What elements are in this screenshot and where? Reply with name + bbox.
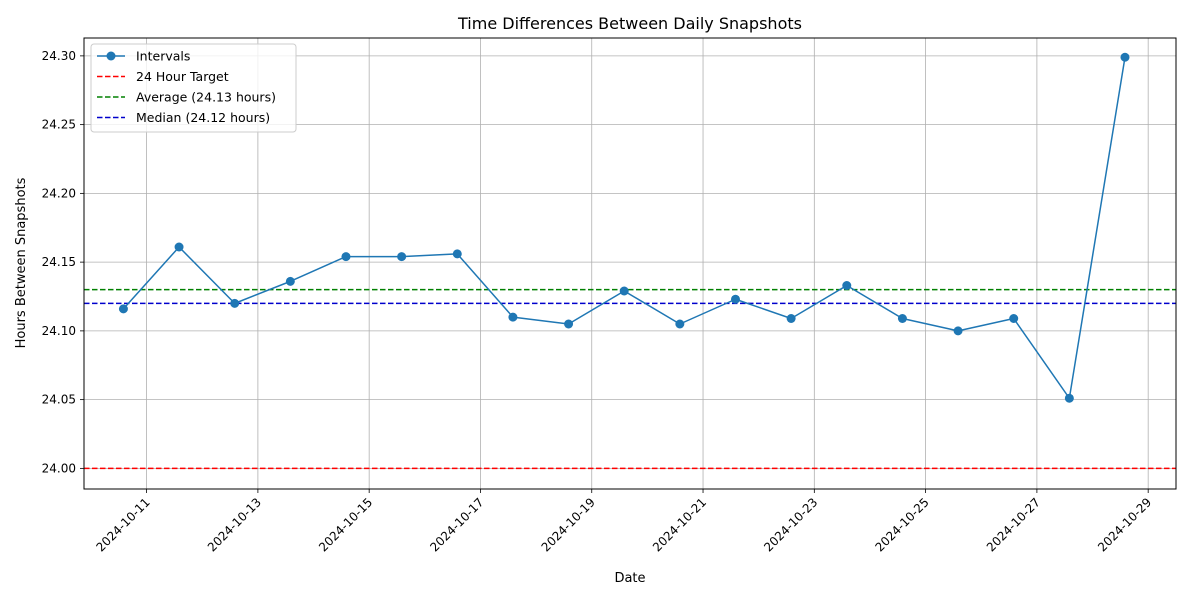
data-point xyxy=(675,319,685,329)
data-point xyxy=(1120,52,1130,62)
legend-average-label: Average (24.13 hours) xyxy=(136,90,276,105)
data-point xyxy=(564,319,574,329)
data-point xyxy=(452,249,462,259)
legend-frame xyxy=(90,43,297,133)
chart-title: Time Differences Between Daily Snapshots xyxy=(457,14,802,33)
data-point xyxy=(285,276,295,286)
y-tick-label: 24.25 xyxy=(42,118,76,132)
y-tick-label: 24.20 xyxy=(42,186,76,200)
data-point xyxy=(786,314,796,323)
y-tick-label: 24.00 xyxy=(42,461,76,475)
data-point xyxy=(174,242,184,252)
legend-intervals-marker xyxy=(106,51,116,61)
data-point xyxy=(619,286,629,296)
legend-median-label: Median (24.12 hours) xyxy=(136,110,270,125)
legend-target-label: 24 Hour Target xyxy=(136,69,229,84)
data-point xyxy=(897,314,907,323)
data-point xyxy=(230,298,240,308)
x-axis-title: Date xyxy=(614,571,645,586)
y-tick-label: 24.05 xyxy=(42,393,76,407)
data-point xyxy=(397,252,407,262)
reference-lines xyxy=(84,288,1176,470)
data-point xyxy=(1064,393,1074,403)
data-point xyxy=(1009,314,1019,323)
series-intervals xyxy=(118,52,1130,403)
data-point xyxy=(118,304,128,314)
legend: Intervals 24 Hour Target Average (24.13 … xyxy=(90,43,297,133)
y-tick-label: 24.15 xyxy=(42,255,76,269)
y-tick-label: 24.10 xyxy=(42,324,76,338)
y-tick-label: 24.30 xyxy=(42,49,76,63)
y-axis: 24.00 24.05 24.10 24.15 24.20 24.25 24.30 xyxy=(42,49,84,475)
data-point xyxy=(953,326,963,336)
data-point xyxy=(842,281,852,290)
plot-area-frame xyxy=(83,37,1177,490)
data-point xyxy=(730,294,740,304)
y-axis-title: Hours Between Snapshots xyxy=(14,177,29,348)
data-point xyxy=(341,252,351,262)
data-point xyxy=(508,312,518,322)
legend-intervals-label: Intervals xyxy=(136,49,190,64)
